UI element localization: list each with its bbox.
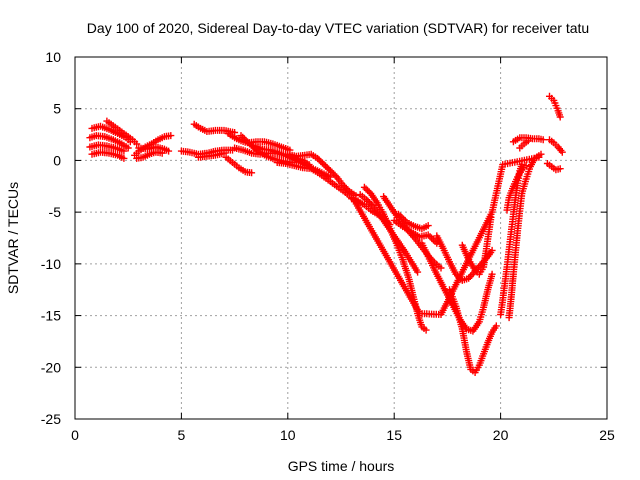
data-point-marker [315, 156, 323, 164]
data-point-marker [344, 186, 352, 194]
y-tick-label: -10 [41, 256, 61, 272]
series-arc-36 [543, 160, 564, 174]
grid-lines [75, 57, 607, 419]
data-point-marker [422, 326, 430, 334]
axis-ticks: 0 5 10 15 20 25 -25 -20 -15 -10 -5 0 5 10 [41, 49, 615, 443]
data-point-marker [323, 164, 331, 172]
series-arc-35 [546, 92, 564, 121]
data-point-marker [341, 183, 349, 191]
series-arc-17 [273, 159, 362, 205]
x-tick-label: 25 [599, 427, 615, 443]
y-tick-label: 10 [45, 49, 61, 65]
y-axis-label: SDTVAR / TECUs [5, 182, 21, 294]
data-point-marker [414, 268, 422, 276]
series-arc-5 [103, 117, 141, 148]
data-point-marker [364, 186, 372, 194]
data-point-marker [322, 162, 330, 170]
data-point-marker [158, 149, 166, 157]
data-point-marker [539, 136, 547, 144]
data-point-marker [320, 161, 328, 169]
data-point-marker [362, 185, 370, 193]
x-tick-label: 20 [493, 427, 509, 443]
data-point-marker [524, 137, 532, 145]
data-point-marker [331, 171, 339, 179]
data-point-marker [165, 147, 173, 155]
series-arc-3 [86, 141, 128, 155]
series-arc-11 [194, 149, 228, 161]
data-point-marker [363, 196, 370, 204]
data-point-marker [556, 165, 564, 173]
series-arc-34 [546, 136, 566, 156]
data-point-marker [167, 132, 175, 140]
data-point-marker [492, 322, 500, 330]
y-tick-label: 0 [53, 152, 61, 168]
data-point-marker [556, 113, 564, 121]
data-point-marker [328, 168, 336, 176]
plot-frame [74, 56, 608, 420]
series-outliers [350, 153, 543, 318]
series-arc-2 [86, 132, 132, 152]
data-points [86, 92, 566, 376]
data-point-marker [339, 181, 347, 189]
x-tick-label: 0 [71, 427, 79, 443]
series-arc-27 [446, 286, 500, 376]
y-tick-label: -5 [49, 204, 62, 220]
data-point-marker [364, 197, 372, 205]
data-point-marker [220, 149, 228, 157]
x-tick-label: 10 [280, 427, 296, 443]
data-point-marker [437, 264, 445, 272]
data-point-marker [120, 154, 128, 162]
data-point-marker [424, 222, 432, 230]
y-tick-label: -15 [41, 308, 61, 324]
data-point-marker [326, 167, 334, 175]
data-point-marker [314, 154, 322, 162]
y-tick-label: -20 [41, 359, 61, 375]
data-point-marker [366, 199, 374, 207]
data-point-marker [367, 200, 375, 208]
data-point-marker [342, 184, 350, 192]
data-point-marker [330, 170, 338, 178]
series-arc-32 [509, 134, 547, 146]
series-arc-8 [133, 148, 166, 162]
series-arc-30 [505, 150, 545, 322]
data-point-marker [488, 270, 496, 278]
series-arc-23 [390, 216, 441, 247]
data-point-marker [120, 147, 128, 155]
chart-title: Day 100 of 2020, Sidereal Day-to-day VTE… [87, 20, 589, 36]
data-point-marker [325, 165, 333, 173]
series-arc-13 [222, 153, 256, 177]
series-arc-33 [516, 137, 532, 152]
data-point-marker [558, 148, 566, 156]
series-arc-18 [284, 150, 360, 200]
data-point-marker [133, 140, 141, 148]
series-arc-4 [88, 148, 128, 162]
data-point-marker [522, 162, 530, 170]
x-axis-label: GPS time / hours [288, 458, 395, 474]
series-arc-29 [497, 161, 526, 318]
data-point-marker [318, 159, 326, 167]
data-point-marker [488, 246, 496, 254]
data-point-marker [317, 158, 325, 165]
y-tick-label: 5 [53, 101, 61, 117]
data-point-marker [535, 153, 543, 161]
x-tick-label: 5 [178, 427, 186, 443]
x-tick-label: 15 [386, 427, 402, 443]
y-tick-label: -25 [41, 411, 61, 427]
data-point-marker [248, 169, 256, 177]
series-arc-1 [88, 122, 134, 146]
data-point-marker [360, 183, 368, 191]
data-point-marker [124, 144, 132, 152]
series-arc-31 [503, 162, 530, 214]
series-arc-24 [395, 210, 432, 233]
